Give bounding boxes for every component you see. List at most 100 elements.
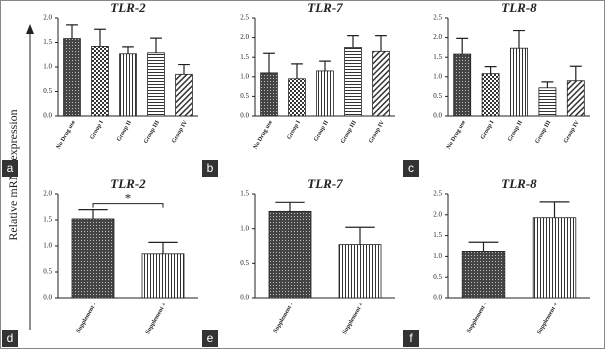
bar bbox=[538, 87, 557, 117]
bar bbox=[338, 244, 382, 299]
y-tick-label: 1.5 bbox=[43, 38, 52, 46]
x-tick-label: Supplement + bbox=[342, 301, 365, 335]
bar bbox=[481, 73, 500, 117]
bar bbox=[268, 210, 312, 299]
x-tick-label: Supplement + bbox=[145, 301, 168, 335]
x-tick-label: Group II bbox=[313, 119, 330, 143]
y-tick-label: 1.5 bbox=[43, 216, 52, 224]
error-bar bbox=[468, 241, 499, 252]
y-tick-label: 1.5 bbox=[433, 53, 442, 61]
y-tick-label: 2.0 bbox=[43, 14, 52, 22]
y-tick-label: 0.5 bbox=[433, 273, 442, 281]
error-bar bbox=[78, 209, 108, 219]
bar bbox=[119, 53, 137, 117]
error-bar bbox=[513, 29, 525, 49]
x-tick-label: No Drug use bbox=[446, 119, 467, 150]
y-tick-label: 1.0 bbox=[43, 242, 52, 250]
y-tick-label: 0.5 bbox=[43, 268, 52, 276]
error-bar bbox=[275, 201, 305, 212]
panel-letter: e bbox=[207, 331, 214, 345]
y-tick-label: 0.0 bbox=[240, 112, 249, 120]
x-tick-label: Group I bbox=[286, 119, 302, 141]
error-bar bbox=[150, 37, 162, 53]
bar bbox=[141, 253, 185, 299]
y-tick-label: 2.5 bbox=[433, 14, 442, 22]
panel-letter: c bbox=[408, 161, 414, 175]
bar bbox=[510, 47, 528, 117]
y-tick-label: 2.0 bbox=[43, 190, 52, 198]
error-bar bbox=[148, 241, 178, 254]
bar bbox=[344, 47, 362, 117]
panel-title: TLR-8 bbox=[501, 0, 537, 15]
error-bar bbox=[539, 201, 570, 218]
panel-title: TLR-7 bbox=[307, 0, 343, 15]
y-tick-label: 0.0 bbox=[43, 112, 52, 120]
bar bbox=[453, 53, 472, 117]
panel-letter-box bbox=[202, 330, 218, 347]
error-bar bbox=[263, 52, 275, 73]
y-tick-label: 2.0 bbox=[433, 210, 442, 218]
x-tick-label: No Drug use bbox=[56, 119, 77, 150]
error-bar bbox=[122, 46, 134, 54]
panel-letter-box bbox=[403, 160, 419, 177]
x-tick-label: Group I bbox=[480, 119, 496, 141]
panel-title: TLR-2 bbox=[110, 176, 146, 191]
y-tick-label: 1.5 bbox=[240, 190, 249, 198]
error-bar bbox=[375, 35, 387, 52]
panel-letter: f bbox=[409, 331, 413, 345]
bar bbox=[71, 218, 115, 299]
y-tick-label: 0.5 bbox=[240, 259, 249, 267]
y-tick-label: 1.0 bbox=[433, 72, 442, 80]
panel-letter: a bbox=[7, 161, 14, 175]
x-tick-label: Group II bbox=[507, 119, 524, 143]
y-tick-label: 0.5 bbox=[43, 87, 52, 95]
y-tick-label: 0.0 bbox=[240, 294, 249, 302]
bar bbox=[260, 72, 278, 117]
y-tick-label: 1.0 bbox=[433, 252, 442, 260]
error-bar bbox=[541, 81, 554, 88]
bar bbox=[63, 38, 81, 117]
panel-letter-box bbox=[403, 330, 419, 347]
error-bar bbox=[66, 24, 78, 39]
error-bar bbox=[347, 35, 359, 48]
y-tick-label: 1.0 bbox=[240, 224, 249, 232]
error-bar bbox=[484, 66, 497, 74]
x-tick-label: No Drug use bbox=[253, 119, 274, 150]
y-tick-label: 2.0 bbox=[433, 33, 442, 41]
bar bbox=[372, 50, 390, 117]
significance-bracket bbox=[92, 203, 164, 208]
error-bar bbox=[456, 37, 469, 55]
error-bar bbox=[291, 63, 303, 79]
x-tick-label: Group III bbox=[143, 119, 161, 145]
bar bbox=[288, 78, 306, 117]
y-tick-label: 0.0 bbox=[43, 294, 52, 302]
x-tick-label: Group IV bbox=[171, 119, 189, 144]
y-tick-label: 1.0 bbox=[43, 63, 52, 71]
panel-letter: b bbox=[207, 161, 214, 175]
error-bar bbox=[569, 65, 582, 81]
y-tick-label: 2.5 bbox=[240, 14, 249, 22]
y-tick-label: 0.5 bbox=[240, 92, 249, 100]
x-tick-label: Supplement + bbox=[536, 301, 559, 335]
error-bar bbox=[345, 226, 375, 245]
x-tick-label: Supplement - bbox=[466, 302, 488, 335]
arrow-head bbox=[26, 24, 34, 34]
x-tick-label: Group III bbox=[534, 119, 552, 145]
error-bar bbox=[178, 63, 190, 75]
bar bbox=[175, 73, 193, 117]
bar bbox=[147, 52, 165, 117]
y-tick-label: 0.0 bbox=[433, 294, 442, 302]
x-tick-label: Group I bbox=[89, 119, 105, 141]
y-tick-label: 2.5 bbox=[433, 190, 442, 198]
panel-letter-box bbox=[2, 330, 18, 347]
x-tick-label: Supplement - bbox=[76, 302, 98, 335]
y-tick-label: 2.0 bbox=[240, 33, 249, 41]
y-tick-label: 1.5 bbox=[433, 231, 442, 239]
panel-title: TLR-8 bbox=[501, 176, 537, 191]
bar bbox=[566, 80, 585, 117]
panel-letter-box bbox=[2, 160, 18, 177]
x-tick-label: Supplement - bbox=[273, 302, 295, 335]
y-tick-label: 1.0 bbox=[240, 72, 249, 80]
x-tick-label: Group IV bbox=[563, 119, 581, 144]
